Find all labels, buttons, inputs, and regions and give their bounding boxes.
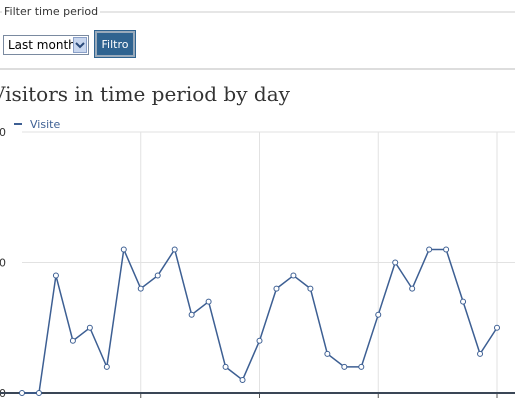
data-point <box>494 324 500 331</box>
data-point <box>35 390 42 396</box>
y-tick-label: 20 <box>0 126 6 139</box>
data-point <box>290 272 297 279</box>
data-point <box>239 376 246 383</box>
data-point <box>86 324 93 331</box>
data-point <box>188 311 195 318</box>
data-point <box>273 285 280 292</box>
data-point <box>477 350 484 357</box>
period-select[interactable]: Last month <box>3 35 89 55</box>
data-point <box>222 363 229 370</box>
fieldset-legend: Filter time period <box>2 5 101 18</box>
data-point <box>69 337 76 344</box>
data-point <box>137 285 144 292</box>
data-point <box>154 272 161 279</box>
data-point <box>19 390 25 396</box>
chart-title: Visitors in time period by day <box>0 82 291 106</box>
period-value: Last month <box>8 38 76 52</box>
data-point <box>460 298 467 305</box>
data-point <box>52 272 59 279</box>
data-point <box>358 363 365 370</box>
data-point <box>426 246 433 253</box>
data-point <box>409 285 416 292</box>
legend-label: Visite <box>30 118 60 131</box>
data-point <box>341 363 348 370</box>
filter-button[interactable]: Filtro <box>94 30 136 58</box>
data-point <box>375 311 382 318</box>
data-point <box>171 246 178 253</box>
data-point <box>256 337 263 344</box>
y-tick-label: 10 <box>0 257 6 270</box>
data-point <box>392 259 399 266</box>
data-point <box>120 246 127 253</box>
data-point <box>307 285 314 292</box>
data-point <box>205 298 212 305</box>
data-point <box>324 350 331 357</box>
data-point <box>443 246 450 253</box>
data-point <box>103 363 110 370</box>
select-arrow <box>73 37 87 53</box>
